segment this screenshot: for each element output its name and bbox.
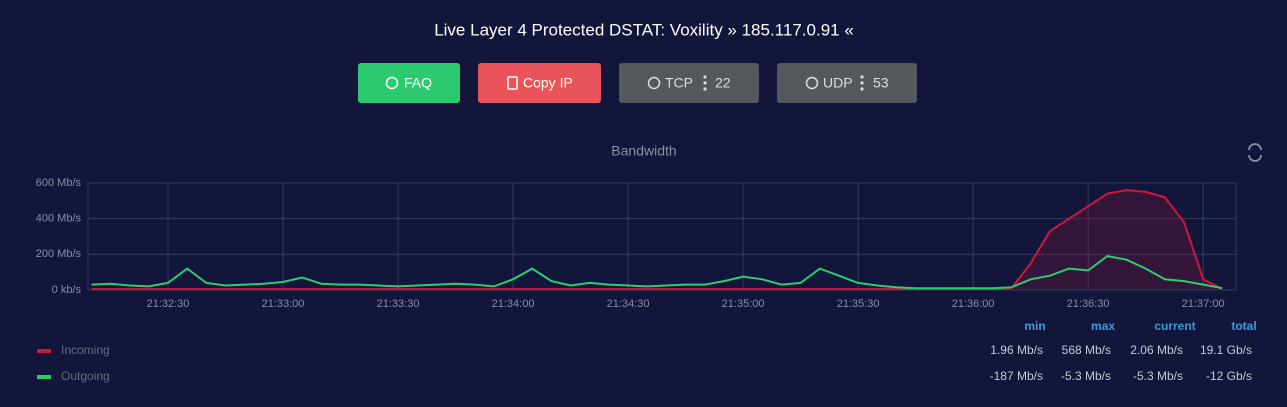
x-tick-label: 21:36:00 <box>952 298 995 310</box>
separator <box>860 75 864 91</box>
x-tick-label: 21:34:30 <box>607 298 650 310</box>
button-count[interactable]: 22 <box>715 75 731 91</box>
button-label[interactable]: Copy IP <box>523 75 573 91</box>
series-area <box>91 190 1223 290</box>
icon <box>507 76 518 90</box>
x-tick-label: 21:35:30 <box>837 298 880 310</box>
plot: 0 kb/s 200 Mb/s 400 Mb/s 600 Mb/s 21:32:30 21… <box>36 177 1236 310</box>
legend-label: Outgoing <box>61 369 110 383</box>
legend-swatch <box>37 349 51 353</box>
button-bg[interactable] <box>478 63 601 103</box>
stats-header: max <box>1091 319 1115 333</box>
refresh-arc[interactable] <box>1248 143 1262 162</box>
button-label[interactable]: TCP <box>665 75 693 91</box>
faq-button[interactable]: FAQ <box>358 63 460 103</box>
stats-value: -187 Mb/s <box>990 369 1043 383</box>
stats-value: 568 Mb/s <box>1062 343 1111 357</box>
stats-header: current <box>1154 319 1195 333</box>
button-bg[interactable] <box>777 63 917 103</box>
y-tick-label: 200 Mb/s <box>36 248 82 260</box>
stats-value: 2.06 Mb/s <box>1130 343 1183 357</box>
icon <box>385 76 399 90</box>
x-tick-label: 21:36:30 <box>1067 298 1110 310</box>
series-line <box>91 189 1223 291</box>
stats-value: -5.3 Mb/s <box>1061 369 1111 383</box>
page-title: Live Layer 4 Protected DSTAT: Voxility »… <box>434 20 854 39</box>
series-line <box>91 255 1223 290</box>
tcp-button[interactable]: TCP 22 <box>619 63 759 103</box>
x-tick-label: 21:34:00 <box>492 298 535 310</box>
x-tick-label: 21:35:00 <box>722 298 765 310</box>
copy-ip-button[interactable]: Copy IP <box>478 63 601 103</box>
button-label[interactable]: FAQ <box>404 75 432 91</box>
x-tick-label: 21:33:00 <box>262 298 305 310</box>
button-count[interactable]: 53 <box>873 75 889 91</box>
stats-value: 1.96 Mb/s <box>990 343 1043 357</box>
stats-table: min max current total Incoming 1.96 Mb/s 568 M… <box>37 319 1257 383</box>
button-label[interactable]: UDP <box>823 75 853 91</box>
stats-header: total <box>1231 319 1256 333</box>
y-tick-label: 400 Mb/s <box>36 213 82 225</box>
stats-header: min <box>1024 319 1045 333</box>
udp-button[interactable]: UDP 53 <box>777 63 917 103</box>
stats-value: -12 Gb/s <box>1206 369 1252 383</box>
legend-swatch <box>37 375 51 379</box>
x-tick-label: 21:37:00 <box>1182 298 1225 310</box>
button-bg[interactable] <box>358 63 460 103</box>
stats-value: 19.1 Gb/s <box>1200 343 1252 357</box>
x-tick-label: 21:32:30 <box>147 298 190 310</box>
legend-label: Incoming <box>61 343 110 357</box>
refresh-icon[interactable] <box>1248 143 1262 162</box>
icon <box>647 76 661 90</box>
chart-title: Bandwidth <box>611 143 676 159</box>
y-tick-label: 600 Mb/s <box>36 177 82 189</box>
button-bg[interactable] <box>619 63 759 103</box>
icon <box>805 76 819 90</box>
x-tick-label: 21:33:30 <box>377 298 420 310</box>
stats-value: -5.3 Mb/s <box>1133 369 1183 383</box>
separator <box>703 75 707 91</box>
y-tick-label: 0 kb/s <box>52 284 82 296</box>
